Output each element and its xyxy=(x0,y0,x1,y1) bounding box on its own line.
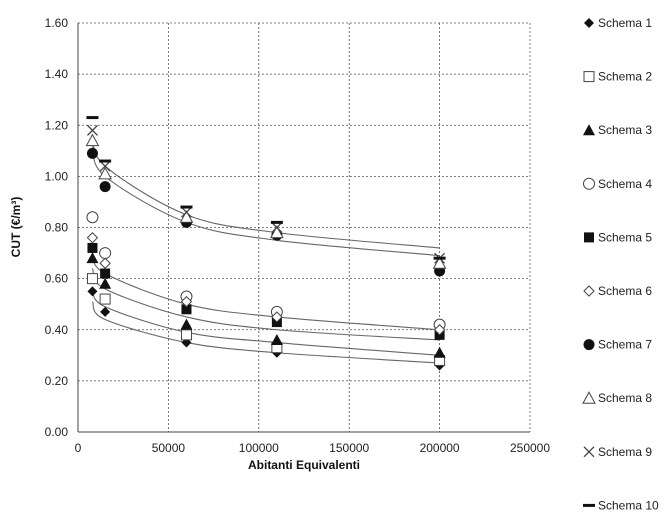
data-point xyxy=(99,160,111,172)
legend-label: Schema 3 xyxy=(598,123,652,137)
legend-label: Schema 9 xyxy=(598,445,652,459)
data-point xyxy=(86,232,99,244)
legend-label: Schema 1 xyxy=(598,16,652,30)
data-point xyxy=(270,225,284,239)
data-point xyxy=(270,220,283,224)
y-tick-label: 1.60 xyxy=(45,16,69,30)
data-point xyxy=(270,333,283,345)
trend-lines xyxy=(91,135,440,364)
trend-curve xyxy=(91,135,440,249)
trend-curve xyxy=(91,301,440,364)
x-tick-label: 50000 xyxy=(152,441,186,455)
x-tick-label: 200000 xyxy=(420,441,460,455)
data-point xyxy=(85,133,100,147)
x-axis-title: Abitanti Equivalenti xyxy=(248,458,360,472)
x-tick-labels: 0 50000 100000 150000 200000 250000 xyxy=(75,441,551,455)
data-point xyxy=(99,247,112,260)
legend-label: Schema 4 xyxy=(598,177,652,191)
data-point xyxy=(432,256,447,269)
legend-marker xyxy=(583,71,595,83)
data-point xyxy=(100,268,111,279)
legend-label: Schema 5 xyxy=(598,230,652,244)
data-point xyxy=(181,304,192,315)
y-tick-label: 0.80 xyxy=(45,221,69,235)
legend-marker xyxy=(584,18,594,28)
y-tick-label: 0.20 xyxy=(45,374,69,388)
data-point xyxy=(180,205,193,209)
x-tick-label: 100000 xyxy=(239,441,279,455)
data-point xyxy=(180,329,192,341)
trend-curve xyxy=(91,268,440,341)
legend-marker xyxy=(582,391,596,404)
trend-curve xyxy=(91,145,440,257)
y-tick-label: 0.60 xyxy=(45,272,69,286)
legend-label: Schema 2 xyxy=(598,70,652,84)
legend-marker xyxy=(584,232,594,243)
trend-curve xyxy=(91,252,440,331)
data-point xyxy=(100,306,111,317)
legend-label: Schema 7 xyxy=(598,338,652,352)
data-point xyxy=(271,222,283,233)
data-point xyxy=(433,324,446,336)
legend-label: Schema 8 xyxy=(598,391,652,405)
data-point xyxy=(99,277,112,289)
x-tick-label: 0 xyxy=(75,441,82,455)
legend-marker xyxy=(583,503,595,507)
data-point xyxy=(87,286,98,297)
data-point xyxy=(98,166,112,180)
data-point xyxy=(86,211,99,224)
data-point xyxy=(87,124,98,136)
legend-marker xyxy=(583,285,595,297)
y-tick-label: 1.40 xyxy=(45,67,69,81)
legend-marker xyxy=(583,177,595,190)
data-point xyxy=(86,147,98,159)
y-tick-label: 1.20 xyxy=(45,118,69,132)
y-tick-labels: 0.00 0.20 0.40 0.60 0.80 1.00 1.20 1.40 1.60 xyxy=(45,16,69,439)
data-markers xyxy=(85,116,447,371)
data-point xyxy=(86,116,99,120)
data-point xyxy=(99,257,111,269)
legend-label: Schema 10 xyxy=(598,498,659,512)
y-axis-title: CUT (€/m³) xyxy=(9,197,23,258)
y-tick-label: 0.00 xyxy=(45,425,69,439)
legend-marker xyxy=(583,446,595,458)
data-point xyxy=(87,242,98,253)
legend-marker xyxy=(583,124,595,136)
legend-label: Schema 6 xyxy=(598,284,652,298)
data-point xyxy=(181,206,192,218)
data-point xyxy=(180,318,193,330)
axes xyxy=(77,23,530,433)
data-point xyxy=(99,159,112,163)
data-point xyxy=(86,273,98,285)
y-tick-label: 0.40 xyxy=(45,323,69,337)
data-point xyxy=(99,181,111,193)
trend-curve xyxy=(91,288,440,356)
data-point xyxy=(271,311,283,323)
legend: Schema 1 Schema 2 Schema 3 Schema 4 Schema 5… xyxy=(582,16,659,512)
x-tick-label: 150000 xyxy=(329,441,369,455)
data-point xyxy=(86,252,99,264)
y-tick-label: 1.00 xyxy=(45,169,69,183)
data-point xyxy=(433,256,446,260)
grid xyxy=(77,22,531,433)
data-point xyxy=(179,210,194,223)
data-point xyxy=(180,295,193,308)
data-point xyxy=(99,293,111,305)
data-point xyxy=(433,346,446,358)
x-tick-label: 250000 xyxy=(510,441,550,455)
legend-marker xyxy=(583,339,595,351)
